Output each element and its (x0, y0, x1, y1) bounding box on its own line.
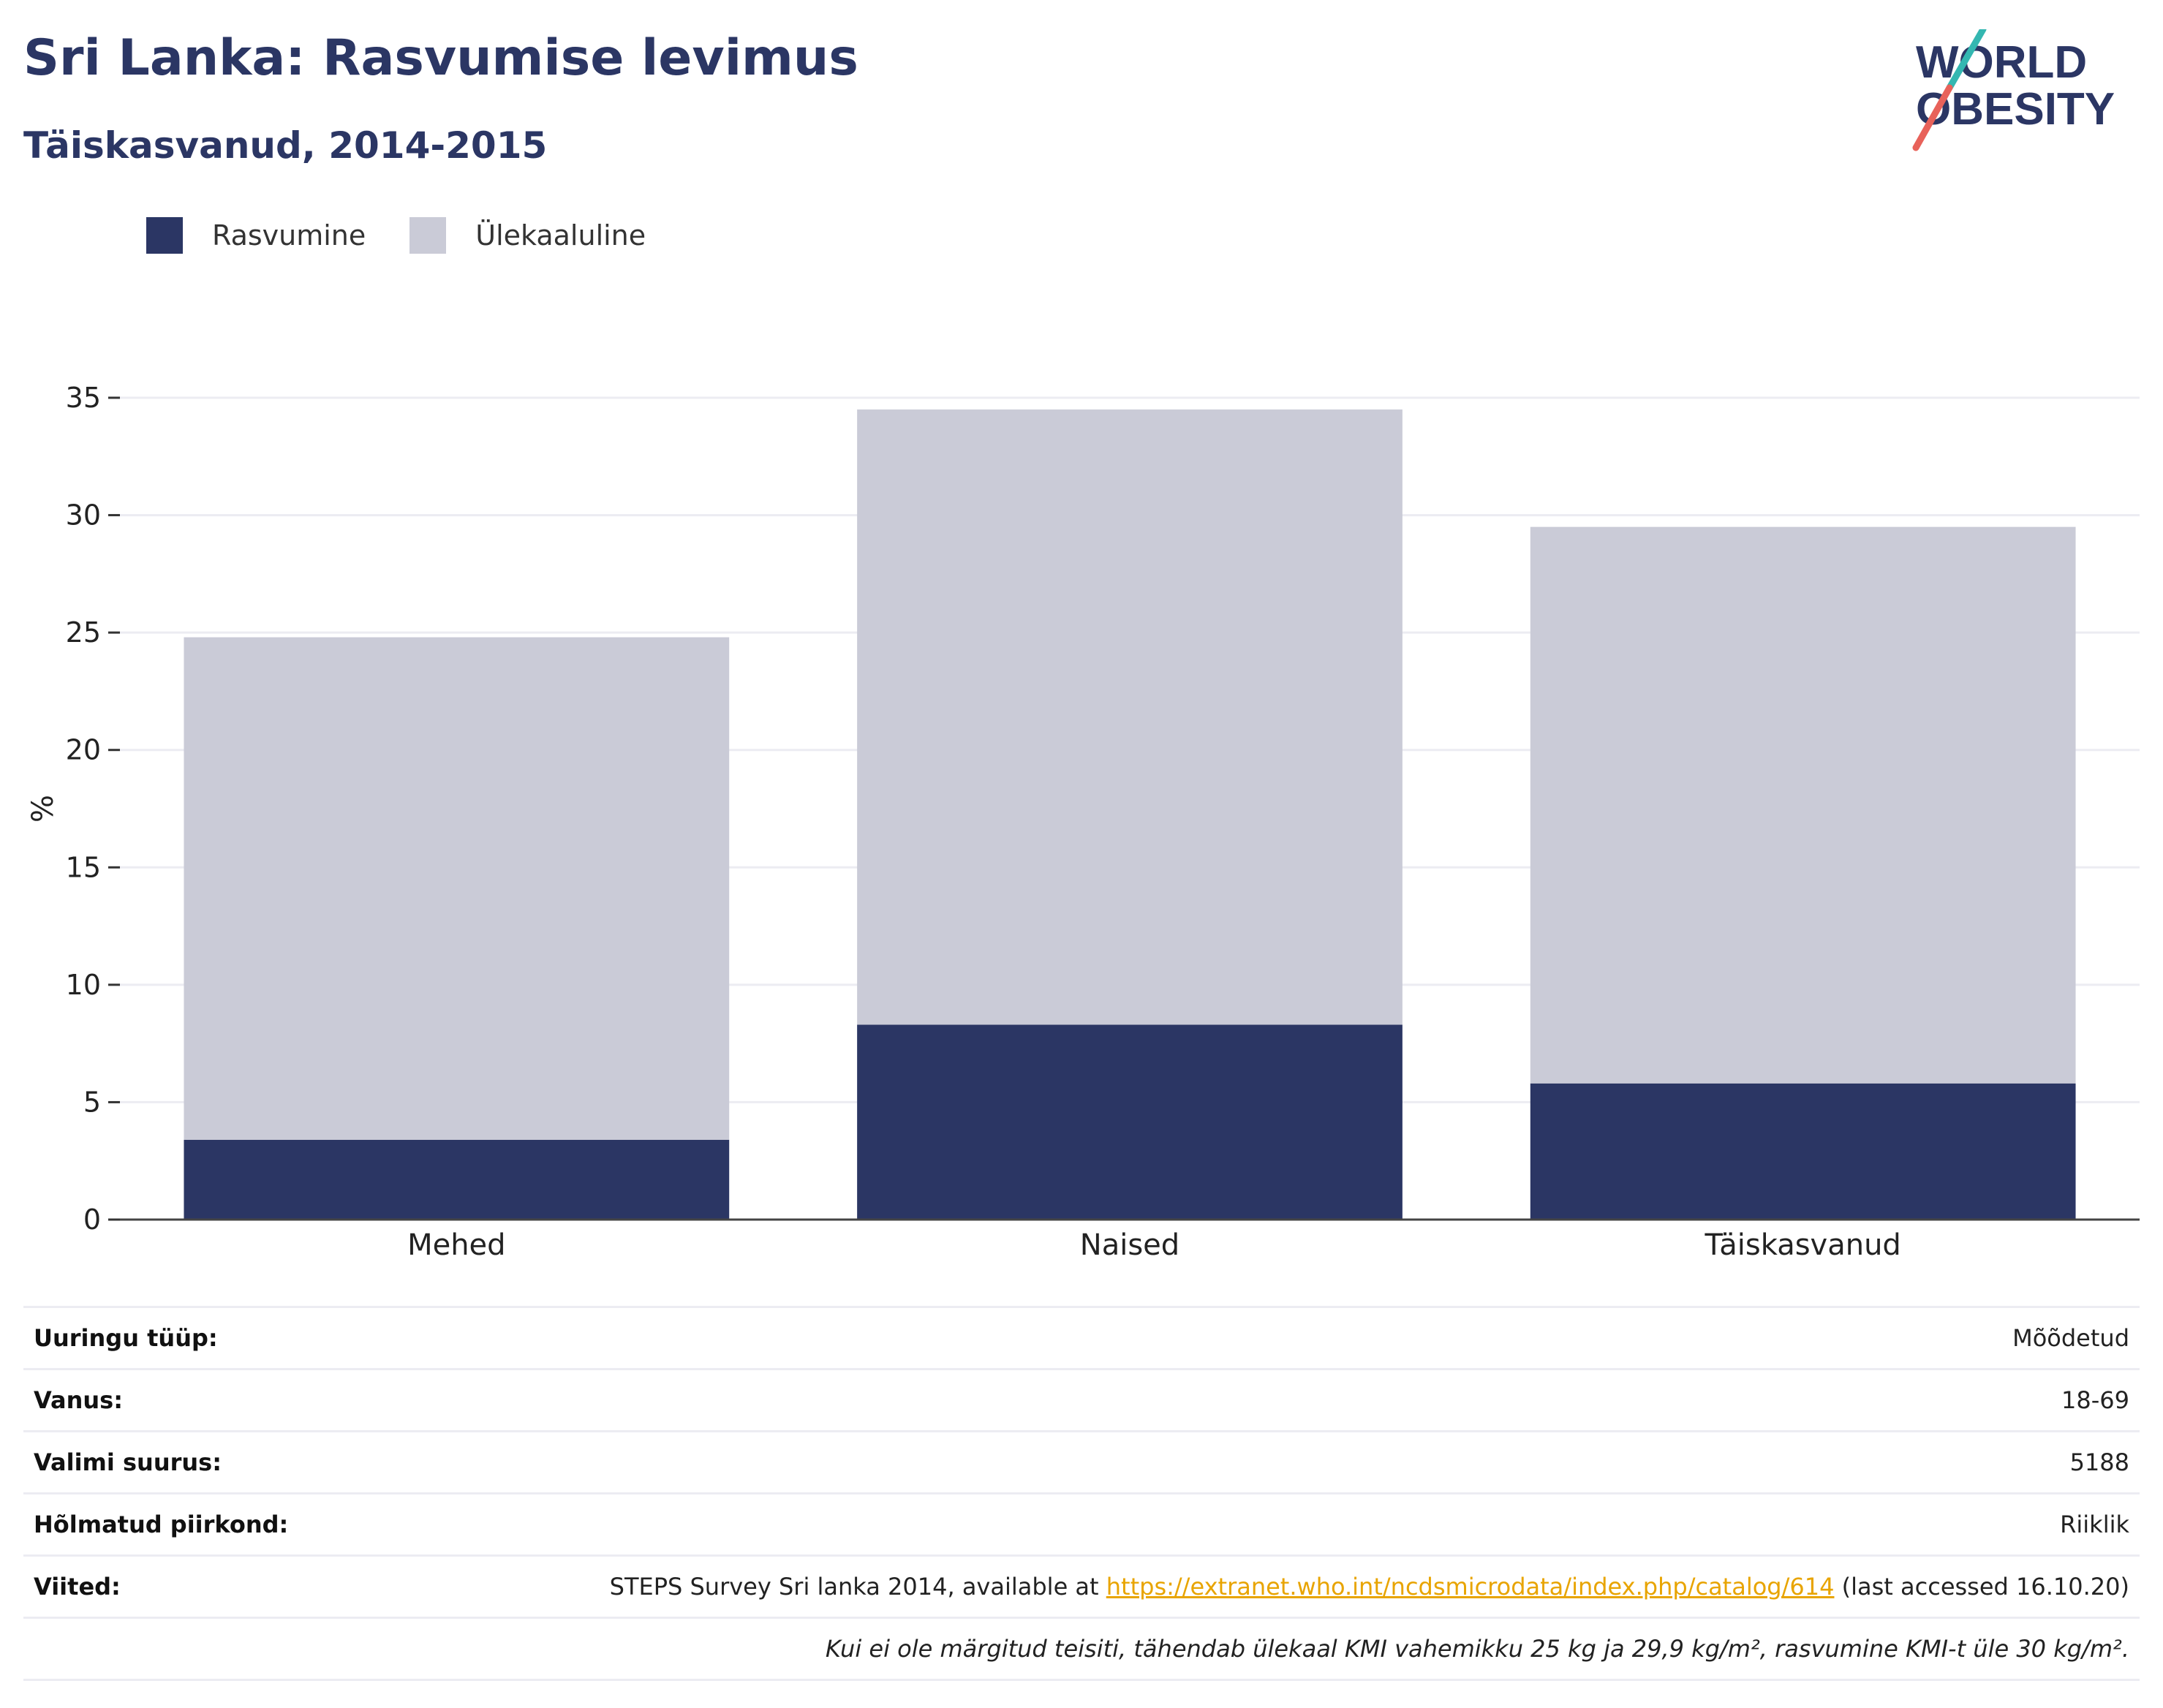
y-tick-label: 10 (66, 969, 101, 1001)
reference-link[interactable]: https://extranet.who.int/ncdsmicrodata/i… (1106, 1573, 1835, 1601)
legend-swatch-obesity (146, 217, 183, 254)
meta-row-references: Viited: STEPS Survey Sri lanka 2014, ava… (23, 1554, 2140, 1617)
meta-row-age: Vanus: 18-69 (23, 1368, 2140, 1430)
bar-obesity-1 (857, 1024, 1403, 1220)
chart-title: Sri Lanka: Rasvumise levimus (23, 29, 858, 87)
meta-label: Vanus: (34, 1386, 124, 1414)
logo-line1: WORLD (1916, 37, 2087, 88)
y-tick-label: 20 (66, 734, 101, 766)
meta-label: Viited: (34, 1573, 121, 1601)
x-tick-label: Mehed (407, 1228, 505, 1262)
world-obesity-logo: WORLD OBESITY (1912, 29, 2115, 151)
definition-note: Kui ei ole märgitud teisiti, tähendab ül… (825, 1635, 2129, 1663)
bar-obesity-0 (184, 1139, 730, 1220)
legend: Rasvumine Ülekaaluline (146, 216, 690, 254)
y-tick-label: 15 (66, 851, 101, 883)
legend-label-obesity: Rasvumine (212, 219, 366, 252)
legend-item-obesity[interactable]: Rasvumine (146, 217, 366, 254)
bar-obesity-2 (1530, 1083, 2076, 1220)
y-tick-label: 30 (66, 499, 101, 532)
chart-subtitle: Täiskasvanud, 2014-2015 (23, 124, 548, 167)
meta-value: 18-69 (2061, 1386, 2129, 1414)
meta-row-region: Hõlmatud piirkond: Riiklik (23, 1492, 2140, 1554)
reference-suffix: (last accessed 16.10.20) (1834, 1573, 2129, 1601)
legend-label-overweight: Ülekaaluline (475, 219, 646, 252)
meta-row-survey-type: Uuringu tüüp: Mõõdetud (23, 1306, 2140, 1368)
bar-overweight-1 (857, 409, 1403, 1025)
meta-label: Valimi suurus: (34, 1448, 222, 1476)
bar-chart: 0 5 10 15 20 25 30 35% Mehed Naised Täiskasvanud (26, 382, 2140, 1262)
bar-overweight-0 (184, 637, 730, 1140)
reference-prefix: STEPS Survey Sri lanka 2014, available a… (609, 1573, 1106, 1601)
meta-row-sample-size: Valimi suurus: 5188 (23, 1430, 2140, 1492)
meta-value: 5188 (2069, 1448, 2129, 1476)
meta-row-note: Kui ei ole märgitud teisiti, tähendab ül… (23, 1617, 2140, 1681)
x-tick-label: Täiskasvanud (1705, 1228, 1901, 1262)
y-axis-label: % (26, 795, 60, 823)
metadata-table: Uuringu tüüp: Mõõdetud Vanus: 18-69 Vali… (23, 1306, 2140, 1681)
y-tick-label: 0 (83, 1203, 101, 1236)
meta-value: Riiklik (2060, 1511, 2129, 1538)
meta-label: Hõlmatud piirkond: (34, 1511, 289, 1538)
meta-label: Uuringu tüüp: (34, 1324, 218, 1352)
legend-swatch-overweight (409, 217, 447, 254)
y-tick-label: 35 (66, 382, 101, 414)
meta-value: Mõõdetud (2012, 1324, 2129, 1352)
legend-item-overweight[interactable]: Ülekaaluline (409, 217, 646, 254)
y-tick-label: 5 (83, 1086, 101, 1118)
y-tick-label: 25 (66, 616, 101, 649)
bar-overweight-2 (1530, 526, 2076, 1084)
reference-text: STEPS Survey Sri lanka 2014, available a… (610, 1573, 2129, 1601)
x-tick-label: Naised (1080, 1228, 1179, 1262)
